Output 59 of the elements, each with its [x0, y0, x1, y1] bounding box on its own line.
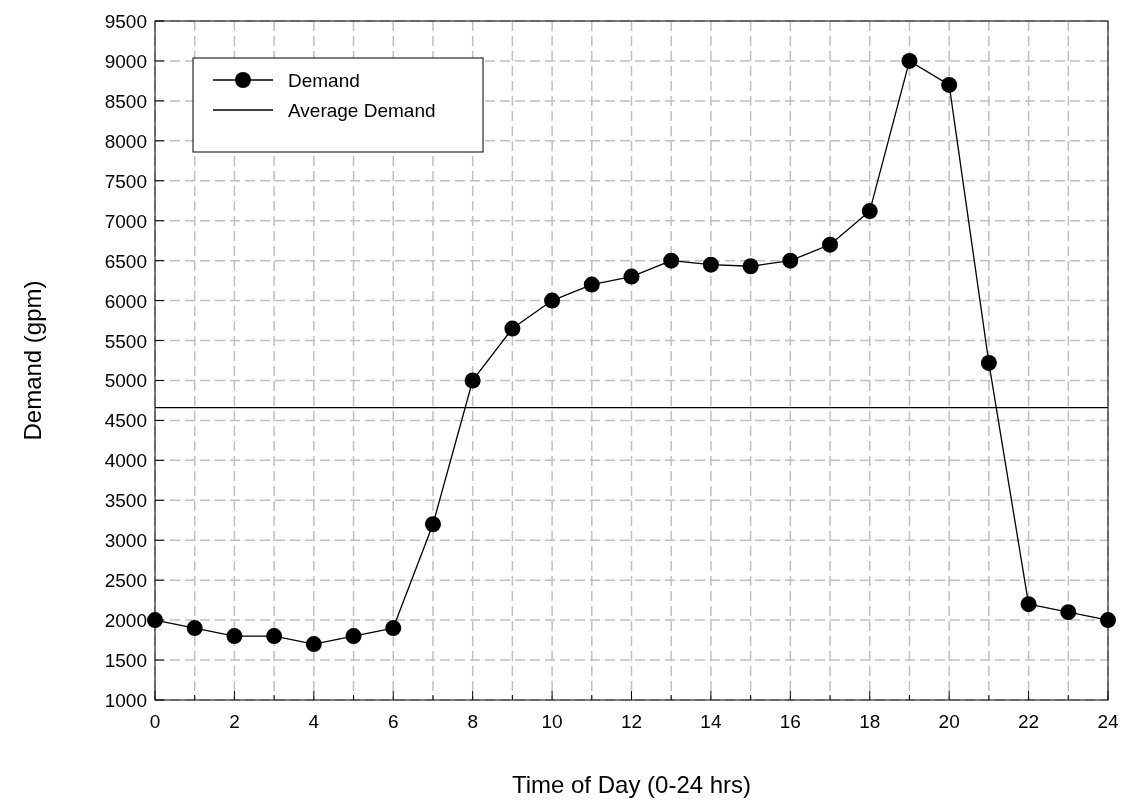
y-tick-label: 4500: [104, 410, 147, 432]
x-tick-label: 8: [467, 711, 478, 732]
x-tick-label: 12: [620, 711, 643, 732]
point: [861, 203, 878, 220]
point: [742, 258, 759, 275]
point: [226, 628, 243, 645]
point: [623, 268, 640, 285]
y-axis-title: Demand (gpm): [19, 280, 46, 441]
point: [385, 620, 402, 637]
x-tick-label: 2: [229, 711, 240, 732]
x-tick-label: 20: [938, 711, 960, 732]
y-tick-label: 7500: [104, 170, 147, 192]
point: [464, 372, 481, 389]
y-tick-label: 6000: [104, 290, 147, 312]
point: [266, 628, 283, 645]
x-tick-label: 6: [387, 711, 399, 732]
point: [782, 252, 799, 269]
point: [1060, 604, 1077, 621]
point: [583, 276, 600, 293]
x-tick-label: 22: [1018, 711, 1040, 732]
x-tick-label: 14: [700, 711, 722, 732]
point: [702, 256, 719, 273]
legend-label: Average Demand: [288, 100, 436, 121]
point: [424, 516, 441, 533]
y-tick-label: 9500: [104, 11, 147, 32]
y-tick-label: 3500: [104, 490, 147, 512]
x-tick-label: 0: [149, 711, 161, 732]
x-tick-label: 24: [1097, 711, 1119, 732]
point: [305, 636, 322, 653]
point: [1100, 612, 1116, 629]
point: [345, 628, 362, 645]
x-tick-label: 16: [779, 711, 801, 732]
y-tick-label: 8000: [104, 130, 147, 152]
y-tick-label: 1500: [104, 650, 147, 672]
legend-label: Demand: [288, 70, 360, 91]
x-tick-label: 10: [541, 711, 563, 732]
x-axis-title: Time of Day (0-24 hrs): [511, 771, 752, 798]
point: [941, 76, 958, 93]
y-tick-label: 1000: [104, 690, 147, 711]
x-tick-label: 4: [308, 711, 320, 732]
point: [504, 320, 521, 337]
point: [822, 236, 839, 253]
y-tick-label: 8500: [104, 90, 147, 112]
y-tick-label: 2500: [104, 570, 147, 592]
y-tick-label: 3000: [104, 530, 147, 552]
y-tick-label: 5000: [104, 370, 147, 392]
point: [663, 252, 680, 269]
point: [544, 292, 561, 309]
y-tick-label: 6500: [104, 250, 147, 272]
point: [901, 52, 918, 69]
point: [1020, 596, 1037, 613]
y-tick-label: 5500: [104, 330, 147, 352]
y-tick-label: 4000: [104, 450, 147, 472]
y-tick-label: 9000: [104, 50, 147, 72]
x-tick-label: 18: [859, 711, 881, 732]
y-tick-label: 2000: [104, 610, 147, 632]
point: [980, 354, 997, 371]
point: [186, 620, 203, 637]
y-tick-label: 7000: [104, 210, 147, 232]
